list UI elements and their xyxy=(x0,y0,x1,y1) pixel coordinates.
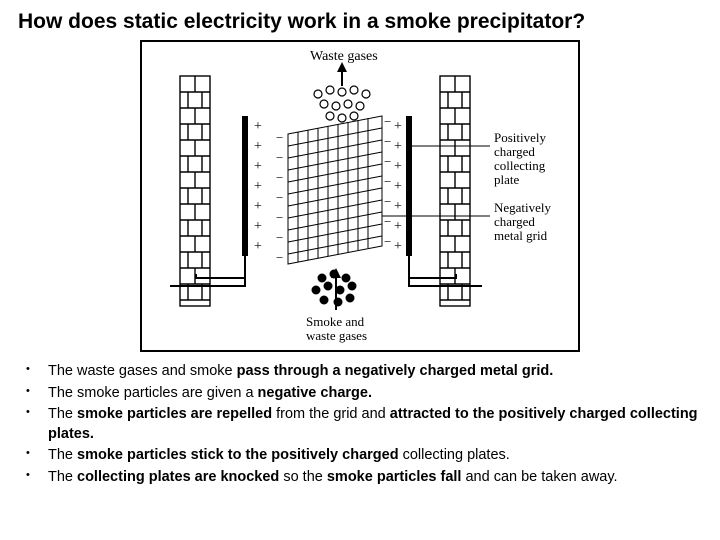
left-plus-signs: + + + + + + + xyxy=(254,119,262,254)
svg-text:+: + xyxy=(254,179,262,194)
svg-text:−: − xyxy=(276,190,283,205)
label-waste-gases: Waste gases xyxy=(310,49,378,64)
left-wall xyxy=(180,76,210,306)
svg-text:−: − xyxy=(276,250,283,265)
label-pos-3: collecting xyxy=(494,158,546,173)
page-title: How does static electricity work in a sm… xyxy=(18,10,702,34)
svg-text:+: + xyxy=(254,219,262,234)
svg-text:−: − xyxy=(276,170,283,185)
svg-text:+: + xyxy=(254,119,262,134)
metal-grid xyxy=(288,116,382,264)
list-item: The waste gases and smoke pass through a… xyxy=(48,362,702,382)
label-pos-1: Positively xyxy=(494,130,547,145)
label-smoke-2: waste gases xyxy=(306,328,367,343)
svg-text:−: − xyxy=(384,194,391,209)
svg-text:+: + xyxy=(394,139,402,154)
svg-text:−: − xyxy=(384,234,391,249)
list-item: The collecting plates are knocked so the… xyxy=(48,468,702,488)
diagram-container: Waste gases xyxy=(18,40,702,352)
label-pos-4: plate xyxy=(494,172,519,187)
label-smoke-1: Smoke and xyxy=(306,314,365,329)
svg-text:+: + xyxy=(394,239,402,254)
svg-text:−: − xyxy=(384,154,391,169)
svg-text:+: + xyxy=(394,179,402,194)
svg-text:+: + xyxy=(394,159,402,174)
right-plus-signs: + + + + + + + xyxy=(394,119,402,254)
svg-text:−: − xyxy=(276,210,283,225)
left-plate xyxy=(242,116,248,256)
label-pos-2: charged xyxy=(494,144,535,159)
left-minus-signs: − − − − − − − xyxy=(276,130,283,265)
svg-text:−: − xyxy=(384,114,391,129)
clean-gas-circles xyxy=(314,86,370,122)
right-wall xyxy=(440,76,470,306)
svg-text:+: + xyxy=(394,119,402,134)
bullet-list: The waste gases and smoke pass through a… xyxy=(18,362,702,487)
list-item: The smoke particles stick to the positiv… xyxy=(48,446,702,466)
svg-text:+: + xyxy=(254,139,262,154)
svg-text:−: − xyxy=(276,130,283,145)
list-item: The smoke particles are repelled from th… xyxy=(48,405,702,444)
svg-text:+: + xyxy=(254,159,262,174)
svg-text:+: + xyxy=(394,199,402,214)
svg-text:+: + xyxy=(394,219,402,234)
label-neg-1: Negatively xyxy=(494,200,552,215)
svg-text:−: − xyxy=(276,150,283,165)
label-neg-3: metal grid xyxy=(494,228,548,243)
list-item: The smoke particles are given a negative… xyxy=(48,384,702,404)
svg-text:+: + xyxy=(254,199,262,214)
right-minus-signs: −−− −−−− xyxy=(384,114,391,249)
svg-text:−: − xyxy=(384,174,391,189)
svg-text:−: − xyxy=(384,134,391,149)
label-neg-2: charged xyxy=(494,214,535,229)
precipitator-diagram: Waste gases xyxy=(140,40,580,352)
svg-text:+: + xyxy=(254,239,262,254)
svg-text:−: − xyxy=(276,230,283,245)
right-plate xyxy=(406,116,412,256)
